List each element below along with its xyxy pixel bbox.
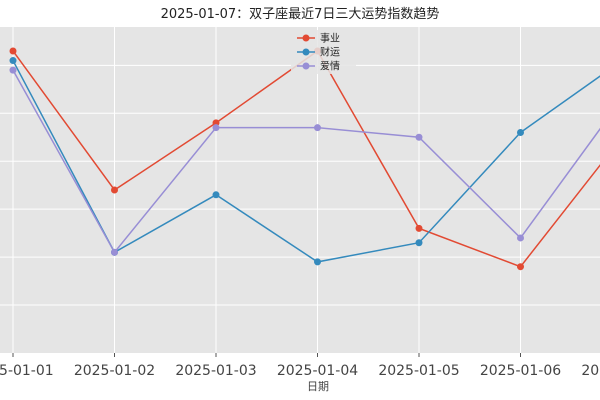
legend-swatch-marker: [302, 34, 310, 42]
data-point: [517, 234, 524, 242]
x-tick-label: 2025-01-03: [175, 363, 256, 379]
data-point: [9, 57, 17, 65]
data-point: [415, 239, 423, 247]
legend-label: 财运: [320, 46, 340, 59]
x-tick-label: 2025-01-05: [378, 363, 459, 379]
series-爱情: [9, 66, 600, 256]
chart-title: 2025-01-07：双子座最近7日三大运势指数趋势: [161, 6, 440, 22]
legend-label: 爱情: [320, 60, 340, 73]
legend-swatch-marker: [302, 62, 310, 70]
x-tick-label: 2025-01-06: [480, 363, 561, 379]
x-tick-label: 2025-01-02: [74, 363, 155, 379]
x-tick-labels: 2025-01-01 2025-01-02 2025-01-03 2025-01-04…: [0, 353, 600, 379]
data-point: [111, 248, 118, 256]
data-point: [415, 224, 423, 232]
plot-area: [0, 27, 600, 353]
legend-swatch-marker: [302, 48, 310, 56]
data-point: [517, 263, 524, 271]
x-tick-label: 2025-01-04: [277, 363, 358, 379]
data-point: [111, 186, 118, 194]
data-point: [314, 124, 321, 132]
data-point: [212, 119, 220, 127]
x-axis-label: 日期: [307, 380, 329, 393]
data-point: [212, 124, 220, 132]
data-point: [9, 47, 17, 55]
x-tick-label: 2025-01-07: [581, 363, 600, 379]
data-point: [9, 66, 17, 74]
grid-layer: [0, 27, 600, 353]
legend-label: 事业: [320, 32, 340, 45]
x-tick-label: 2025-01-01: [0, 363, 54, 379]
data-point: [212, 191, 220, 199]
data-point: [415, 133, 423, 141]
data-point: [314, 258, 321, 266]
data-point: [517, 128, 524, 136]
